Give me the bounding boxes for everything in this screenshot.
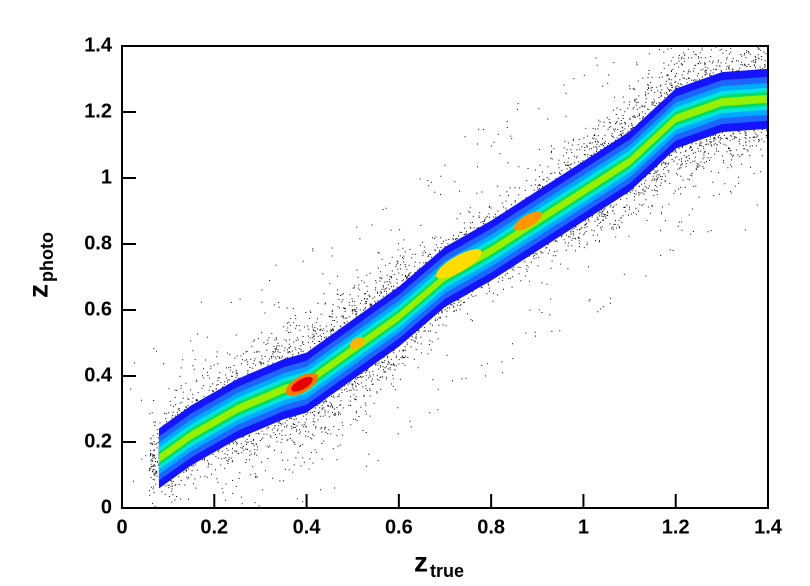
x-tick-label: 1.2 (662, 516, 690, 538)
y-tick-label: 0 (101, 496, 112, 518)
x-tick-label: 0.4 (293, 516, 322, 538)
plot-area (122, 46, 768, 508)
y-tick-label: 1 (101, 166, 112, 188)
x-tick-label: 1.4 (754, 516, 783, 538)
x-tick-label: 0 (116, 516, 127, 538)
hotspot (291, 376, 313, 392)
y-axis-label-sub: photo (37, 232, 57, 282)
x-tick-label: 0.8 (477, 516, 505, 538)
x-tick-label: 0.6 (385, 516, 413, 538)
hotspot (513, 211, 543, 231)
y-axis-label: z (22, 284, 53, 298)
x-axis-label: z (414, 546, 428, 577)
y-tick-label: 1.4 (84, 34, 113, 56)
y-tick-label: 1.2 (84, 100, 112, 122)
x-tick-label: 1 (578, 516, 589, 538)
y-tick-label: 0.6 (84, 298, 112, 320)
y-axis-label-group: z photo (22, 232, 56, 298)
frame (121, 45, 769, 509)
hotspot (349, 337, 365, 349)
y-tick-label: 0.4 (84, 364, 113, 386)
x-axis-label-sub: true (430, 561, 464, 581)
hotspot (435, 249, 482, 279)
y-tick-label: 0.8 (84, 232, 112, 254)
x-tick-label: 0.2 (200, 516, 228, 538)
y-tick-label: 0.2 (84, 430, 112, 452)
